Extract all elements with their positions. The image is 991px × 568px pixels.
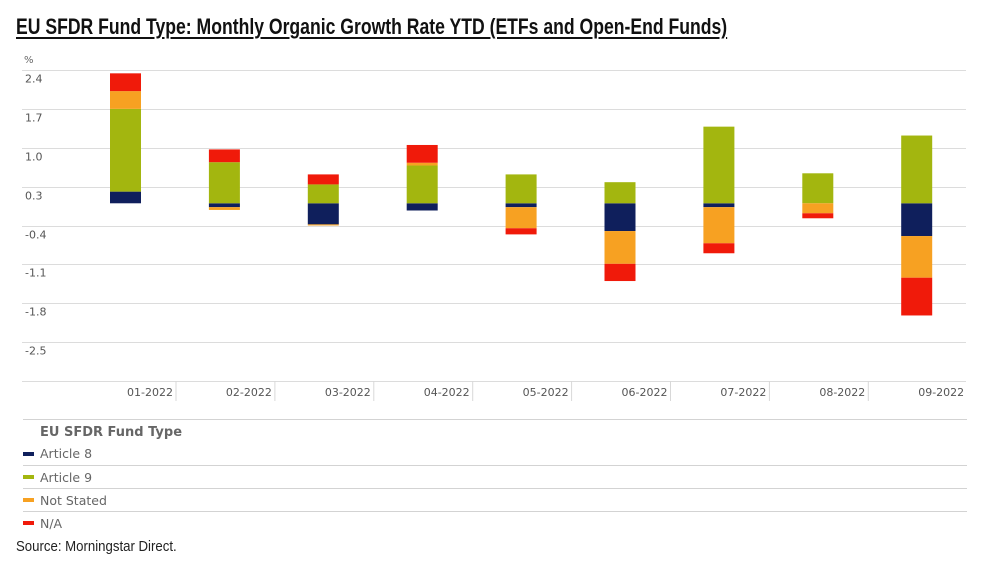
bar-segment-n-a[interactable] — [901, 277, 933, 316]
legend-swatch — [23, 498, 34, 502]
bar-segment-not-stated[interactable] — [901, 236, 933, 278]
bar-segment-article-8[interactable] — [110, 191, 141, 204]
bar-segment-article-9[interactable] — [604, 182, 636, 204]
legend-label: Not Stated — [40, 492, 107, 508]
source-note: Source: Morningstar Direct. — [16, 538, 177, 555]
bar-segment-n-a[interactable] — [703, 243, 735, 254]
legend-item[interactable]: Not Stated — [23, 488, 967, 511]
y-tick-label: -0.4 — [25, 229, 46, 242]
y-tick-label: 1.0 — [25, 151, 43, 164]
bar-segment-article-8[interactable] — [703, 203, 735, 208]
gridlines — [22, 70, 966, 382]
y-tick-label: 0.3 — [25, 190, 43, 203]
bar-segment-n-a[interactable] — [802, 213, 834, 219]
legend-swatch — [23, 475, 34, 479]
bar-segment-not-stated[interactable] — [110, 91, 141, 109]
bar-segment-article-8[interactable] — [505, 203, 537, 208]
bar-segment-n-a[interactable] — [505, 228, 537, 235]
legend-item[interactable]: N/A — [23, 511, 967, 534]
bar-segment-n-a[interactable] — [110, 73, 141, 92]
legend-swatch — [23, 451, 34, 456]
legend-label: Article 9 — [40, 469, 93, 485]
bar-segment-not-stated[interactable] — [307, 224, 339, 226]
y-tick-label: -1.8 — [25, 306, 46, 319]
bar-segment-article-8[interactable] — [208, 203, 240, 208]
bars — [110, 73, 933, 316]
bar-segment-not-stated[interactable] — [802, 203, 834, 214]
y-tick-label: -2.5 — [25, 345, 46, 358]
bar-segment-n-a[interactable] — [307, 174, 339, 185]
legend-item[interactable]: Article 8 — [23, 442, 967, 465]
x-tick-label: 06-2022 — [622, 386, 668, 399]
legend-label: Article 8 — [40, 446, 93, 461]
bar-segment-not-stated[interactable] — [208, 207, 240, 210]
bar-segment-article-9[interactable] — [110, 108, 141, 192]
bar-segment-not-stated[interactable] — [703, 207, 735, 244]
chart-plot: 2.4 1.7 1.0 0.3 -0.4 -1.1 -1.8 -2.5 % 01-2022 02… — [22, 55, 966, 401]
y-tick-label: 1.7 — [25, 112, 43, 125]
legend: EU SFDR Fund Type Article 8 Article 9 Not … — [23, 419, 967, 534]
y-axis-ticks: 2.4 1.7 1.0 0.3 -0.4 -1.1 -1.8 -2.5 — [25, 73, 46, 358]
y-tick-label: -1.1 — [25, 267, 46, 280]
bar-segment-article-9[interactable] — [406, 165, 438, 204]
y-tick-label: 2.4 — [25, 73, 43, 86]
legend-item[interactable]: Article 9 — [23, 465, 967, 488]
legend-swatch — [23, 521, 34, 525]
x-tick-label: 02-2022 — [226, 386, 272, 399]
bar-segment-not-stated[interactable] — [505, 207, 537, 229]
bar-segment-not-stated[interactable] — [604, 231, 636, 264]
chart-title: EU SFDR Fund Type: Monthly Organic Growt… — [16, 14, 728, 39]
y-axis-unit-label: % — [24, 55, 34, 66]
bar-segment-n-a[interactable] — [208, 149, 240, 163]
bar-segment-article-9[interactable] — [802, 173, 834, 204]
x-tick-label: 01-2022 — [127, 386, 173, 399]
x-axis-ticks: 01-2022 02-2022 03-2022 04-2022 05-2022 06-20… — [127, 381, 964, 401]
x-tick-label: 07-2022 — [720, 386, 766, 399]
x-tick-label: 05-2022 — [523, 386, 569, 399]
bar-segment-n-a[interactable] — [406, 144, 438, 163]
bar-segment-n-a[interactable] — [604, 263, 636, 282]
legend-label: N/A — [40, 515, 63, 531]
bar-segment-article-9[interactable] — [901, 135, 933, 204]
bar-segment-article-9[interactable] — [307, 184, 339, 204]
x-tick-label: 09-2022 — [918, 386, 964, 399]
bar-segment-article-8[interactable] — [406, 203, 438, 211]
legend-title: EU SFDR Fund Type — [23, 419, 967, 465]
bar-segment-article-9[interactable] — [703, 126, 735, 204]
bar-segment-article-9[interactable] — [505, 174, 537, 204]
bar-segment-not-stated[interactable] — [406, 162, 438, 166]
bar-segment-article-8[interactable] — [307, 203, 339, 225]
bar-segment-article-8[interactable] — [604, 203, 636, 232]
bar-segment-article-9[interactable] — [208, 162, 240, 204]
x-tick-label: 03-2022 — [325, 386, 371, 399]
x-tick-label: 08-2022 — [819, 386, 865, 399]
x-tick-label: 04-2022 — [424, 386, 470, 399]
bar-segment-article-8[interactable] — [901, 203, 933, 237]
